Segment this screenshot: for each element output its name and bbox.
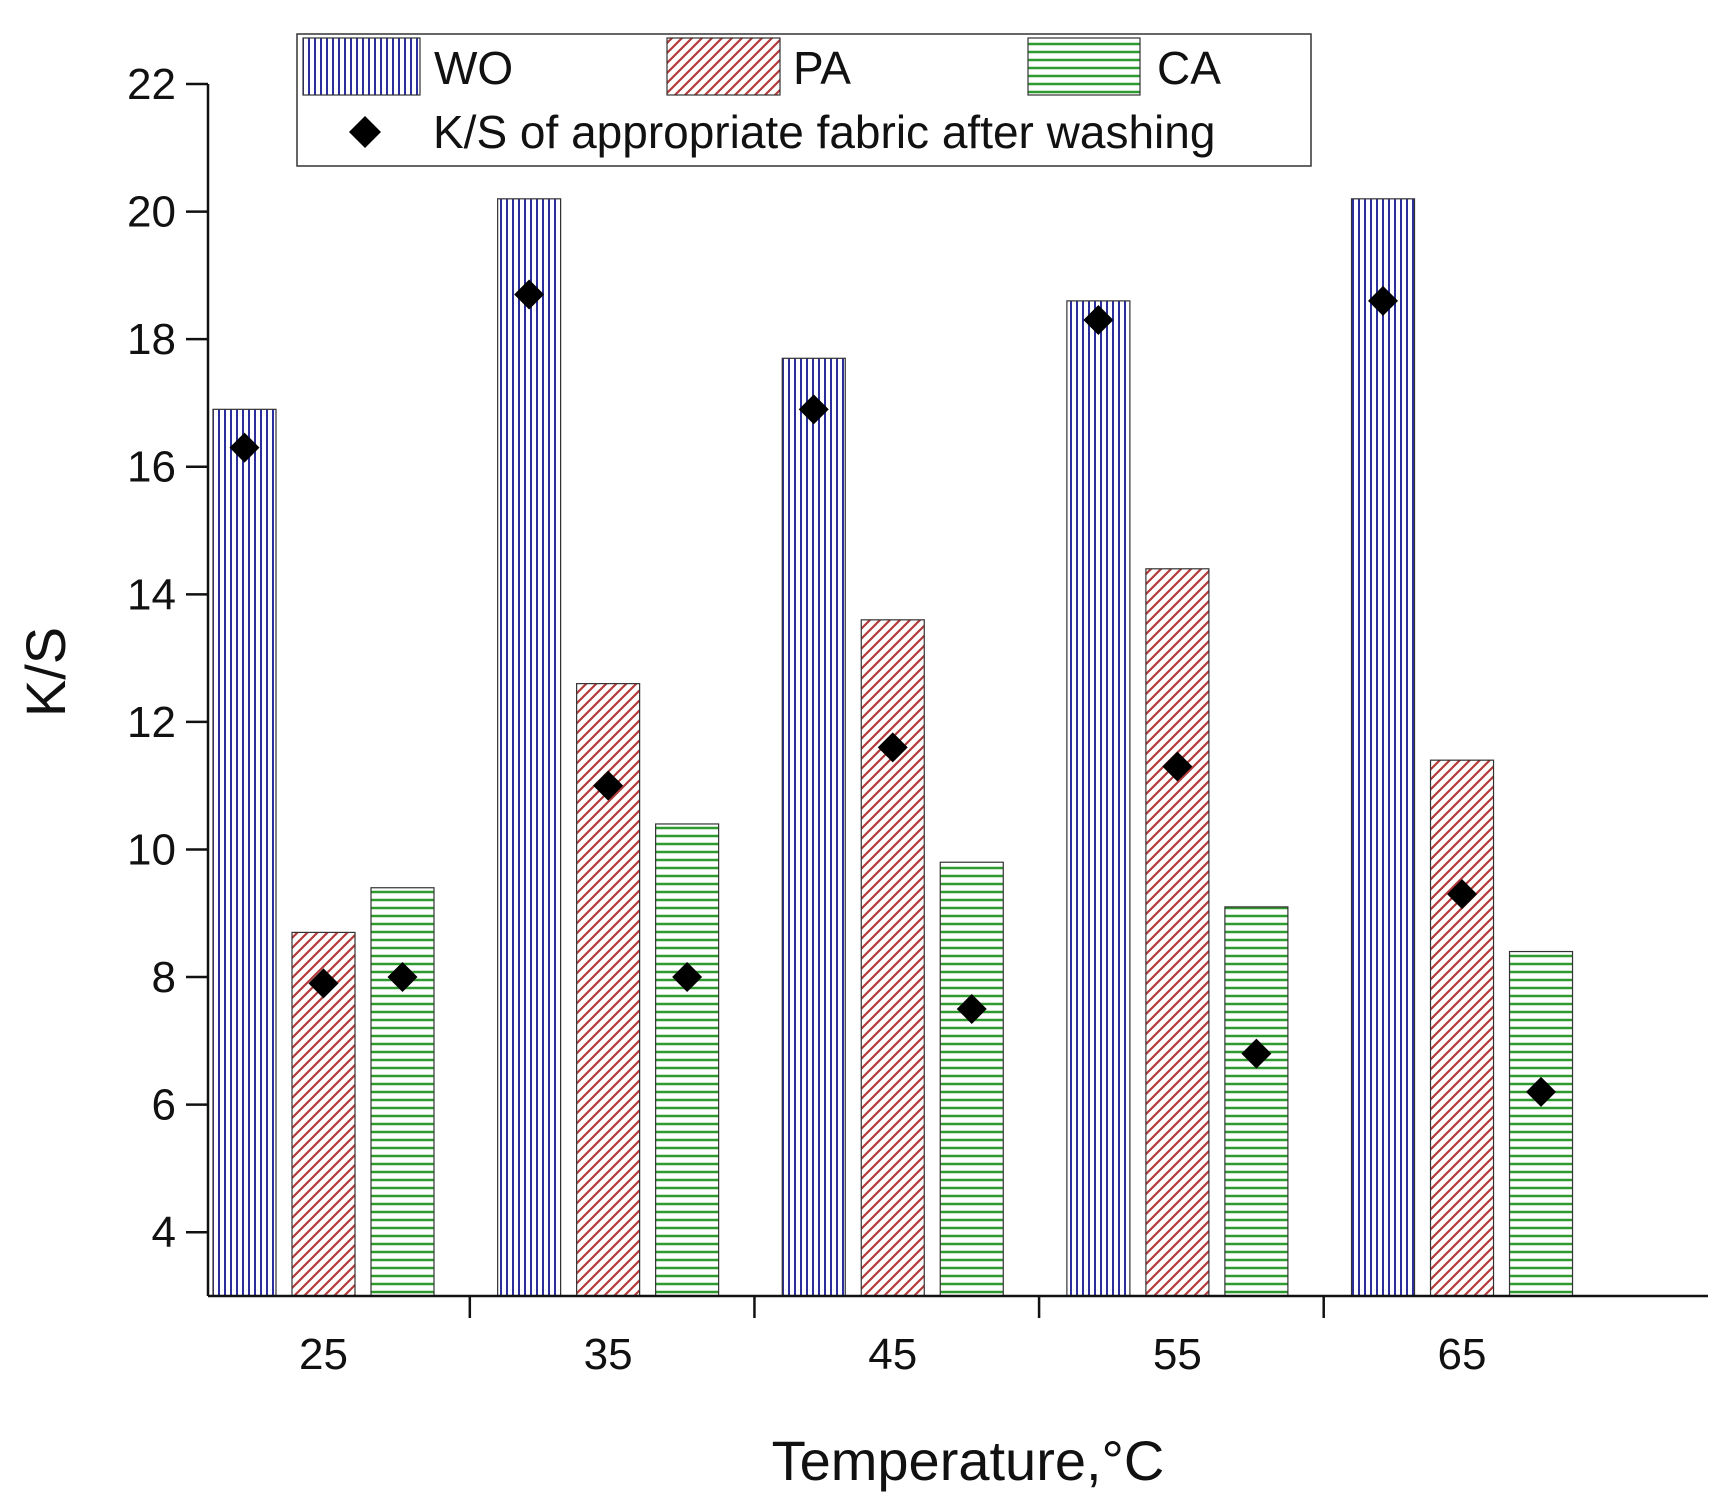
bar-wo-35 xyxy=(497,198,562,1297)
y-axis-title: K/S xyxy=(14,627,77,717)
y-tick-label-18: 18 xyxy=(127,315,176,364)
marker-after-washing-wo-35 xyxy=(514,279,545,310)
bar-ca-65 xyxy=(1508,950,1574,1297)
x-tick-label-55: 55 xyxy=(1153,1330,1202,1379)
y-tick-label-20: 20 xyxy=(127,188,176,237)
y-tick-label-10: 10 xyxy=(127,825,176,874)
legend-swatch-wo xyxy=(302,37,421,96)
bar-ca-25 xyxy=(370,887,435,1297)
bar-wo-45 xyxy=(781,357,846,1297)
bar-pa-45 xyxy=(860,619,925,1297)
marker-after-washing-pa-25 xyxy=(308,968,339,999)
y-tick-label-6: 6 xyxy=(152,1081,176,1130)
bar-wo-25 xyxy=(212,408,277,1297)
legend-swatch-ca xyxy=(1027,37,1141,96)
legend-box xyxy=(296,33,1312,167)
bar-ca-35 xyxy=(655,823,720,1297)
bar-wo-55 xyxy=(1066,300,1131,1297)
x-axis-title: Temperature,°C xyxy=(772,1429,1165,1492)
bar-pa-25 xyxy=(291,931,356,1297)
y-tick-label-4: 4 xyxy=(152,1208,176,1257)
bar-pa-65 xyxy=(1429,759,1495,1297)
legend-label-pa: PA xyxy=(793,42,851,94)
y-tick-label-12: 12 xyxy=(127,698,176,747)
bar-pa-55 xyxy=(1145,568,1210,1297)
legend-marker-diamond xyxy=(349,116,381,148)
marker-after-washing-wo-45 xyxy=(798,394,829,425)
marker-after-washing-wo-25 xyxy=(229,432,260,463)
x-tick-label-45: 45 xyxy=(868,1330,917,1379)
legend-label-wo: WO xyxy=(434,42,513,94)
marker-after-washing-pa-45 xyxy=(877,732,908,763)
plot-area xyxy=(212,198,1574,1297)
marker-after-washing-ca-35 xyxy=(672,962,703,993)
marker-after-washing-wo-55 xyxy=(1083,305,1114,336)
y-tick-label-16: 16 xyxy=(127,443,176,492)
marker-after-washing-pa-35 xyxy=(593,770,624,801)
legend-label-ca: CA xyxy=(1157,42,1221,94)
legend: WO PA CA K/S of appropriate fabric after… xyxy=(296,33,1312,167)
marker-after-washing-ca-55 xyxy=(1241,1038,1272,1069)
y-tick-label-22: 22 xyxy=(127,60,176,109)
legend-label-after-washing: K/S of appropriate fabric after washing xyxy=(433,106,1215,158)
bar-ca-45 xyxy=(939,861,1004,1297)
axes: 4 6 8 10 12 14 16 18 20 22 25 35 45 55 65 xyxy=(127,60,1708,1379)
x-tick-label-25: 25 xyxy=(299,1330,348,1379)
bar-wo-65 xyxy=(1350,198,1416,1297)
marker-after-washing-pa-55 xyxy=(1162,751,1193,782)
x-tick-label-35: 35 xyxy=(584,1330,633,1379)
x-tick-label-65: 65 xyxy=(1438,1330,1487,1379)
legend-swatch-pa xyxy=(666,37,781,96)
y-tick-label-8: 8 xyxy=(152,953,176,1002)
y-tick-label-14: 14 xyxy=(127,570,176,619)
marker-after-washing-ca-45 xyxy=(956,993,987,1024)
bar-ca-55 xyxy=(1224,906,1289,1297)
marker-after-washing-pa-65 xyxy=(1447,879,1478,910)
marker-after-washing-ca-25 xyxy=(387,962,418,993)
marker-after-washing-wo-65 xyxy=(1368,285,1399,316)
marker-after-washing-ca-65 xyxy=(1526,1076,1557,1107)
